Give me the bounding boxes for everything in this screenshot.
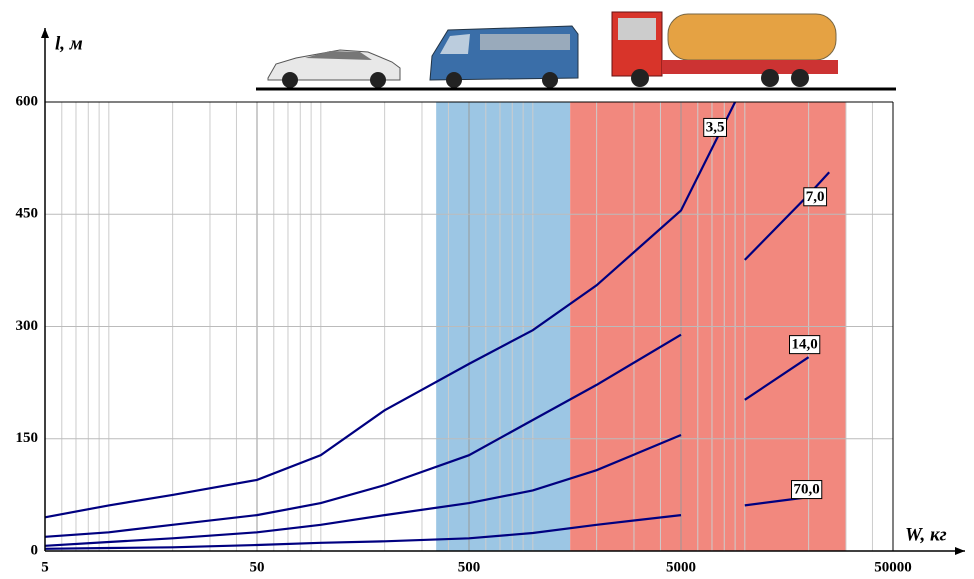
y-tick-label: 600 bbox=[16, 93, 39, 109]
car bbox=[268, 50, 400, 88]
y-axis-label: l, м bbox=[55, 33, 83, 54]
x-tick-label: 50000 bbox=[874, 559, 912, 575]
y-arrow bbox=[41, 28, 49, 38]
series-label: 7,0 bbox=[806, 189, 825, 205]
y-tick-label: 0 bbox=[31, 542, 39, 558]
y-tick-label: 300 bbox=[16, 318, 39, 334]
x-tick-label: 50 bbox=[250, 559, 265, 575]
series-label: 3,5 bbox=[706, 119, 725, 135]
x-tick-label: 5000 bbox=[666, 559, 696, 575]
y-tick-label: 450 bbox=[16, 206, 39, 222]
series-label: 14,0 bbox=[792, 337, 818, 353]
y-tick-label: 150 bbox=[16, 430, 39, 446]
truck bbox=[612, 12, 838, 87]
x-axis-label: W, кг bbox=[905, 524, 947, 545]
x-arrow bbox=[955, 547, 965, 555]
x-tick-label: 500 bbox=[458, 559, 481, 575]
chart: 3,5 7,0 14,0 70,0 l, м W, кг 5 50 500 5000 5000… bbox=[0, 0, 974, 579]
vehicles bbox=[256, 12, 896, 89]
van bbox=[430, 26, 578, 88]
x-tick-label: 5 bbox=[41, 559, 49, 575]
series-label: 70,0 bbox=[794, 482, 820, 498]
